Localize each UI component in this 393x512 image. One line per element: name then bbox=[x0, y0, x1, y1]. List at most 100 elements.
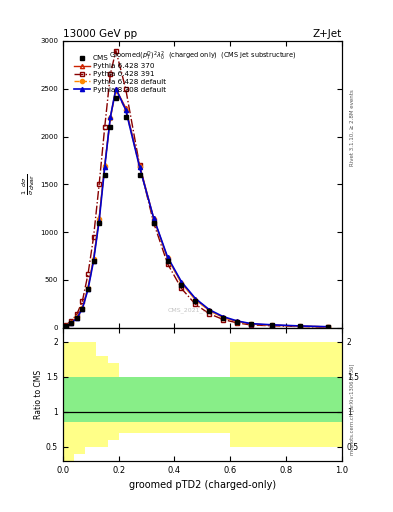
CMS bbox=[221, 315, 226, 321]
Pythia 6.428 391 bbox=[63, 322, 68, 328]
Pythia 6.428 370 bbox=[108, 114, 113, 120]
Pythia 6.428 default bbox=[193, 296, 198, 303]
CMS bbox=[108, 124, 113, 130]
Pythia 6.428 391 bbox=[137, 162, 142, 168]
Pythia 6.428 391 bbox=[103, 124, 107, 130]
Pythia 8.308 default bbox=[249, 321, 253, 327]
Pythia 8.308 default bbox=[63, 323, 68, 329]
Pythia 8.308 default bbox=[108, 114, 113, 120]
Pythia 6.428 default bbox=[75, 314, 79, 321]
Line: Pythia 6.428 391: Pythia 6.428 391 bbox=[64, 49, 330, 329]
Pythia 6.428 391 bbox=[179, 285, 184, 291]
Pythia 6.428 391 bbox=[298, 324, 303, 330]
Pythia 6.428 391 bbox=[151, 220, 156, 226]
CMS bbox=[179, 282, 184, 288]
Pythia 6.428 370 bbox=[75, 314, 79, 320]
Legend: CMS, Pythia 6.428 370, Pythia 6.428 391, Pythia 6.428 default, Pythia 8.308 defa: CMS, Pythia 6.428 370, Pythia 6.428 391,… bbox=[72, 52, 169, 96]
Pythia 8.308 default bbox=[221, 314, 226, 320]
Pythia 6.428 default bbox=[298, 323, 303, 329]
Pythia 6.428 391 bbox=[75, 311, 79, 317]
Pythia 6.428 391 bbox=[69, 318, 73, 324]
Pythia 6.428 370 bbox=[123, 105, 128, 111]
X-axis label: groomed pTD2 (charged-only): groomed pTD2 (charged-only) bbox=[129, 480, 276, 490]
CMS bbox=[207, 308, 212, 314]
Pythia 6.428 391 bbox=[97, 181, 101, 187]
Pythia 6.428 default bbox=[114, 88, 118, 94]
Pythia 6.428 default bbox=[103, 163, 107, 169]
Line: Pythia 6.428 370: Pythia 6.428 370 bbox=[64, 87, 330, 329]
Line: CMS: CMS bbox=[64, 96, 330, 329]
Pythia 8.308 default bbox=[75, 315, 79, 321]
Pythia 8.308 default bbox=[298, 323, 303, 329]
Pythia 6.428 391 bbox=[207, 311, 212, 317]
Y-axis label: Ratio to CMS: Ratio to CMS bbox=[34, 370, 43, 419]
Pythia 6.428 391 bbox=[108, 71, 113, 77]
Text: mcplots.cern.ch [arXiv:1306.3436]: mcplots.cern.ch [arXiv:1306.3436] bbox=[350, 364, 355, 455]
Y-axis label: $\frac{1}{\sigma}\frac{d\sigma}{d\mathrm{var}}$: $\frac{1}{\sigma}\frac{d\sigma}{d\mathrm… bbox=[20, 174, 37, 195]
CMS bbox=[298, 323, 303, 329]
Pythia 6.428 370 bbox=[235, 318, 240, 325]
Pythia 6.428 default bbox=[97, 216, 101, 222]
Pythia 8.308 default bbox=[151, 215, 156, 221]
Text: 13000 GeV pp: 13000 GeV pp bbox=[63, 29, 137, 39]
CMS bbox=[69, 320, 73, 326]
Pythia 6.428 default bbox=[63, 323, 68, 329]
CMS bbox=[123, 114, 128, 120]
CMS bbox=[137, 172, 142, 178]
Pythia 6.428 391 bbox=[91, 234, 96, 240]
Pythia 6.428 default bbox=[165, 255, 170, 262]
Pythia 8.308 default bbox=[137, 164, 142, 170]
Pythia 8.308 default bbox=[193, 295, 198, 302]
Pythia 6.428 391 bbox=[123, 86, 128, 92]
Pythia 6.428 391 bbox=[86, 271, 90, 277]
Pythia 8.308 default bbox=[69, 320, 73, 326]
Pythia 6.428 391 bbox=[221, 316, 226, 323]
Pythia 6.428 default bbox=[123, 106, 128, 113]
Pythia 6.428 370 bbox=[97, 215, 101, 221]
Pythia 6.428 370 bbox=[207, 307, 212, 313]
Pythia 8.308 default bbox=[97, 218, 101, 224]
Pythia 6.428 370 bbox=[221, 314, 226, 321]
Pythia 6.428 default bbox=[249, 321, 253, 327]
Pythia 6.428 391 bbox=[235, 320, 240, 326]
Pythia 6.428 default bbox=[80, 305, 85, 311]
Pythia 8.308 default bbox=[103, 164, 107, 170]
Pythia 6.428 391 bbox=[80, 298, 85, 304]
CMS bbox=[75, 315, 79, 321]
Pythia 8.308 default bbox=[326, 324, 331, 330]
Pythia 6.428 default bbox=[91, 257, 96, 263]
Pythia 8.308 default bbox=[80, 306, 85, 312]
Pythia 6.428 370 bbox=[114, 86, 118, 92]
Pythia 6.428 default bbox=[207, 308, 212, 314]
Pythia 6.428 370 bbox=[298, 323, 303, 329]
Pythia 6.428 370 bbox=[69, 319, 73, 326]
Pythia 6.428 391 bbox=[270, 323, 275, 329]
Pythia 8.308 default bbox=[179, 279, 184, 285]
CMS bbox=[80, 306, 85, 312]
Pythia 6.428 default bbox=[137, 164, 142, 170]
Pythia 6.428 default bbox=[235, 318, 240, 325]
CMS bbox=[270, 322, 275, 328]
Pythia 8.308 default bbox=[165, 254, 170, 260]
Pythia 6.428 default bbox=[151, 216, 156, 222]
Pythia 6.428 370 bbox=[91, 256, 96, 262]
Pythia 6.428 370 bbox=[193, 296, 198, 303]
Pythia 6.428 default bbox=[270, 322, 275, 328]
Pythia 6.428 391 bbox=[193, 301, 198, 307]
Line: Pythia 8.308 default: Pythia 8.308 default bbox=[64, 87, 330, 329]
CMS bbox=[97, 220, 101, 226]
Pythia 6.428 391 bbox=[114, 48, 118, 54]
Pythia 8.308 default bbox=[91, 258, 96, 264]
Pythia 6.428 default bbox=[179, 280, 184, 286]
Pythia 8.308 default bbox=[123, 106, 128, 113]
Pythia 6.428 default bbox=[221, 314, 226, 321]
CMS bbox=[86, 286, 90, 292]
CMS bbox=[235, 319, 240, 325]
Pythia 6.428 default bbox=[69, 319, 73, 326]
Line: Pythia 6.428 default: Pythia 6.428 default bbox=[64, 89, 330, 329]
Pythia 6.428 370 bbox=[165, 255, 170, 261]
Pythia 8.308 default bbox=[86, 286, 90, 292]
Pythia 6.428 370 bbox=[151, 215, 156, 221]
CMS bbox=[103, 172, 107, 178]
Pythia 6.428 370 bbox=[179, 280, 184, 286]
